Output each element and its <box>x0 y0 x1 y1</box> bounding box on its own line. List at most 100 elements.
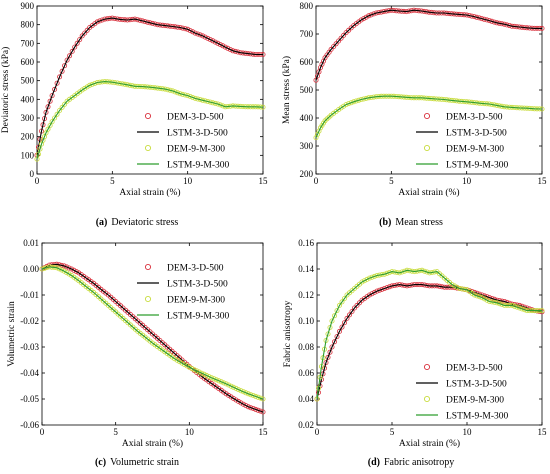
data-point <box>54 80 60 86</box>
y-tick-label: -0.06 <box>20 420 39 430</box>
data-point <box>47 98 53 104</box>
data-point <box>366 292 372 298</box>
x-tick-label: 0 <box>314 176 319 186</box>
data-point <box>62 63 68 69</box>
series-line-lstm-3-d-500 <box>36 17 263 156</box>
legend-label: LSTM-3-D-500 <box>446 129 507 139</box>
data-point <box>348 100 354 106</box>
data-point <box>226 382 232 388</box>
data-point <box>386 269 392 275</box>
data-point <box>333 41 339 47</box>
data-point <box>217 42 223 48</box>
data-point <box>59 104 65 110</box>
data-point <box>369 291 375 297</box>
data-point <box>227 47 233 53</box>
data-point <box>351 99 357 105</box>
data-point <box>325 331 331 337</box>
data-point <box>84 84 90 90</box>
data-point <box>257 395 263 401</box>
y-tick-label: 0.00 <box>23 264 39 274</box>
data-point <box>172 356 178 362</box>
data-point <box>61 268 67 274</box>
data-point <box>376 287 382 293</box>
data-point <box>64 270 70 276</box>
data-point <box>84 27 90 33</box>
chart-panel-a: 0 5 10 15 0 100 200 300 400 500 600 700 800 900 Axial … <box>0 1 268 228</box>
data-point <box>217 102 223 108</box>
data-point <box>351 305 357 311</box>
data-point <box>341 320 347 326</box>
legend-swatch-marker <box>144 112 152 120</box>
y-tick-label: -0.02 <box>20 316 39 326</box>
data-point <box>215 40 221 46</box>
data-point <box>327 324 333 330</box>
panel-caption: (d) Fabric anisotropy <box>368 457 455 468</box>
series-line-lstm-3-d-500 <box>315 9 542 81</box>
data-point <box>66 271 72 277</box>
data-point <box>481 296 487 302</box>
data-point <box>479 295 485 301</box>
data-point <box>213 377 219 383</box>
data-point <box>240 401 246 407</box>
data-point <box>334 308 340 314</box>
data-point <box>94 19 100 25</box>
y-tick-label: 0.06 <box>298 368 314 378</box>
y-tick-label: 0.10 <box>298 316 314 326</box>
y-tick-label: 0.02 <box>298 420 314 430</box>
data-point <box>499 301 505 307</box>
data-point <box>43 130 49 136</box>
data-point <box>336 302 342 308</box>
data-point <box>45 104 51 110</box>
y-tick-label: 200 <box>300 169 314 179</box>
data-point <box>190 29 196 35</box>
data-point <box>504 299 510 305</box>
data-point <box>218 379 224 385</box>
data-point <box>190 95 196 101</box>
y-tick-label: 400 <box>21 94 35 104</box>
data-point <box>187 94 193 100</box>
data-point <box>341 103 347 109</box>
data-point <box>344 315 350 321</box>
data-point <box>208 375 214 381</box>
legend: DEM-3-D-500 LSTM-3-D-500 DEM-9-M-300 LSTM-9… <box>137 264 230 322</box>
y-tick-label: 700 <box>21 38 35 48</box>
data-point <box>97 18 103 24</box>
data-point <box>44 265 50 271</box>
data-point <box>230 395 236 401</box>
data-point <box>454 284 460 290</box>
data-point <box>336 38 342 44</box>
x-axis-label: Axial strain (%) <box>122 438 183 449</box>
data-point <box>238 400 244 406</box>
series-line-lstm-9-m-300 <box>316 269 542 400</box>
data-point <box>374 288 380 294</box>
data-point <box>175 90 181 96</box>
data-point <box>223 381 229 387</box>
caption-text: Fabric anisotropy <box>384 457 454 468</box>
caption-text: Deviatoric stress <box>111 217 178 228</box>
x-tick-label: 0 <box>35 176 40 186</box>
data-point <box>359 279 365 285</box>
data-point <box>325 354 331 360</box>
x-tick-label: 0 <box>40 427 45 437</box>
y-tick-label: 800 <box>300 1 314 11</box>
legend: DEM-3-D-500 LSTM-3-D-500 DEM-9-M-300 LSTM-9… <box>137 113 230 171</box>
data-point <box>201 371 207 377</box>
data-point <box>381 285 387 291</box>
data-point <box>476 294 482 300</box>
legend-label: LSTM-3-D-500 <box>167 280 228 290</box>
data-point <box>54 111 60 117</box>
data-point <box>82 85 88 91</box>
y-tick-label: 100 <box>21 150 35 160</box>
data-point <box>379 286 385 292</box>
data-point <box>361 16 367 22</box>
series-line-lstm-9-m-300 <box>41 266 264 400</box>
series-line-lstm-3-d-500 <box>316 284 543 400</box>
data-point <box>205 35 211 41</box>
data-point <box>235 387 241 393</box>
legend-swatch-marker <box>423 363 431 371</box>
data-point <box>243 402 249 408</box>
data-point <box>339 299 345 305</box>
plot-frame <box>36 5 264 175</box>
data-point <box>184 363 190 369</box>
legend-swatch-marker <box>144 295 152 303</box>
